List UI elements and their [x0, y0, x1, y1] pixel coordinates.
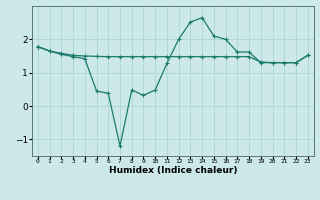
X-axis label: Humidex (Indice chaleur): Humidex (Indice chaleur) [108, 166, 237, 175]
